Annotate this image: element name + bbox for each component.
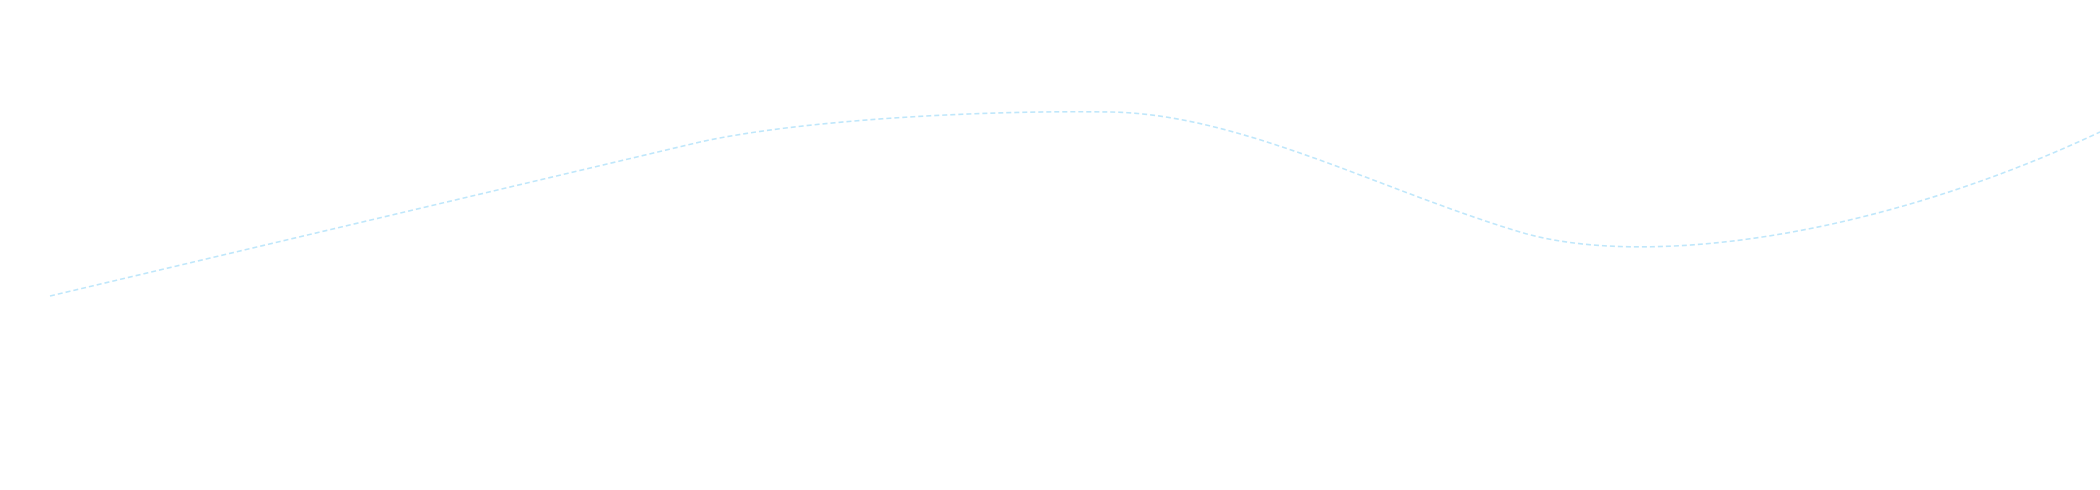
dashed-wave-line [49, 110, 2100, 297]
